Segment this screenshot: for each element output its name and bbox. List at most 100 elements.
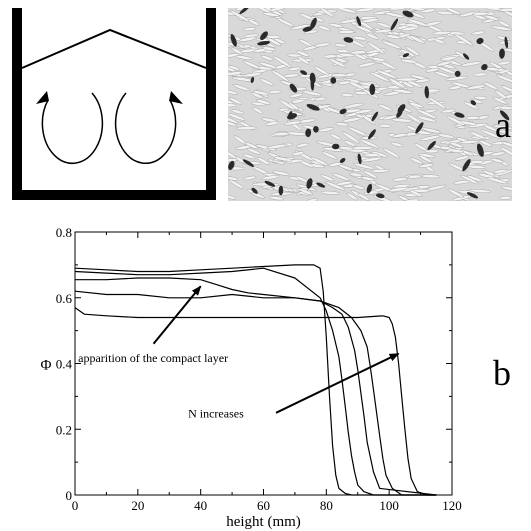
rice-grain [493,124,512,130]
dark-grain [260,31,268,41]
rice-grain [499,195,512,200]
rice-grain [320,174,335,182]
rice-grain [305,198,318,201]
rice-grain [365,33,379,40]
annotation-label-2: N increases [188,407,244,421]
dark-grain [278,185,284,196]
free-surface-roof [21,28,207,69]
rice-grain [499,106,512,110]
rice-grain [235,55,253,60]
rice-grain [472,72,488,77]
rice-grain [328,58,347,68]
dark-grain [357,153,362,165]
rice-grain [448,162,467,172]
rice-grain [335,122,349,127]
rice-grain [465,116,480,120]
dark-grain [397,104,406,114]
dark-grain [481,64,488,71]
container-right-wall [206,8,216,198]
dark-grain [390,18,399,31]
rice-grain [334,57,348,63]
rice-grain [242,153,256,160]
rice-grain [265,121,279,126]
rice-grain [291,98,306,104]
rice-grain [360,176,375,181]
rice-grain [331,172,350,181]
rice-grain [314,96,327,102]
rice-grain [350,50,367,55]
rice-grain [269,8,289,12]
rice-grain [243,27,257,32]
rice-grain [242,72,262,77]
rice-grain [447,188,464,198]
rice-grain [228,194,237,200]
rice-grain [297,56,310,65]
rice-grain [343,140,356,147]
rice-grain [366,52,380,57]
rice-grain [497,60,512,66]
rice-grain [228,100,235,104]
rice-grain [382,147,400,159]
dark-grain [289,83,298,93]
series-line-2 [74,267,437,496]
dark-grain [356,16,362,27]
rice-grain [483,81,499,90]
right-arrow-head-icon [169,91,183,104]
panel-label-a: a [495,105,511,145]
rice-grain [337,30,356,34]
rice-grain [363,153,380,158]
rice-grain [341,117,362,123]
rice-grain [453,180,470,185]
rice-grain [244,142,259,150]
y-tick-label: 0.4 [56,357,73,372]
x-axis-title: height (mm) [226,514,301,530]
dark-grain [376,193,385,199]
rice-grain [228,120,238,127]
rice-grain [273,156,293,162]
rice-grain [409,102,424,108]
rice-grain [320,8,335,18]
rice-grain [376,69,397,79]
rice-grain [490,158,504,164]
rice-grain [388,77,406,89]
rice-grain [483,14,499,21]
dark-grain [251,187,258,194]
rice-grain [471,30,486,36]
rice-grain [436,61,452,67]
rice-grain [424,149,439,154]
annotation-arrow-2 [275,352,400,414]
rice-grain [328,23,344,28]
dark-grain [305,128,312,138]
rice-grain [390,142,404,148]
left-arrow-head-icon [36,91,49,104]
dark-grain [302,26,313,32]
dark-grain [504,36,509,49]
rice-grain [416,109,437,119]
dark-grain [415,122,424,134]
rice-grain [323,54,338,59]
rice-grain [370,57,386,62]
x-tick-label: 20 [131,498,144,513]
series-line-4 [74,290,437,496]
rice-grain [449,141,464,148]
rice-grain [259,78,274,86]
x-tick-label: 60 [257,498,270,513]
rice-grain [230,10,250,23]
rice-grain [349,172,363,177]
rice-grain [231,109,244,115]
rice-grain [500,186,512,192]
rice-grain [460,140,479,145]
dark-grain [264,180,276,187]
rice-grain [335,181,353,186]
rice-grain [262,46,276,51]
rice-grain [373,28,394,34]
packing-fraction-chart: 0 20 40 60 80 100 120 0 0.2 0.4 0.6 0.8 height (mm) Φ… [41,225,462,530]
rice-grain [392,88,414,94]
rice-grain [420,8,436,13]
rice-grain [419,154,433,164]
rice-grain [289,93,303,98]
rice-grain [447,148,464,154]
rice-grain [378,103,393,112]
x-tick-label: 100 [379,498,399,513]
